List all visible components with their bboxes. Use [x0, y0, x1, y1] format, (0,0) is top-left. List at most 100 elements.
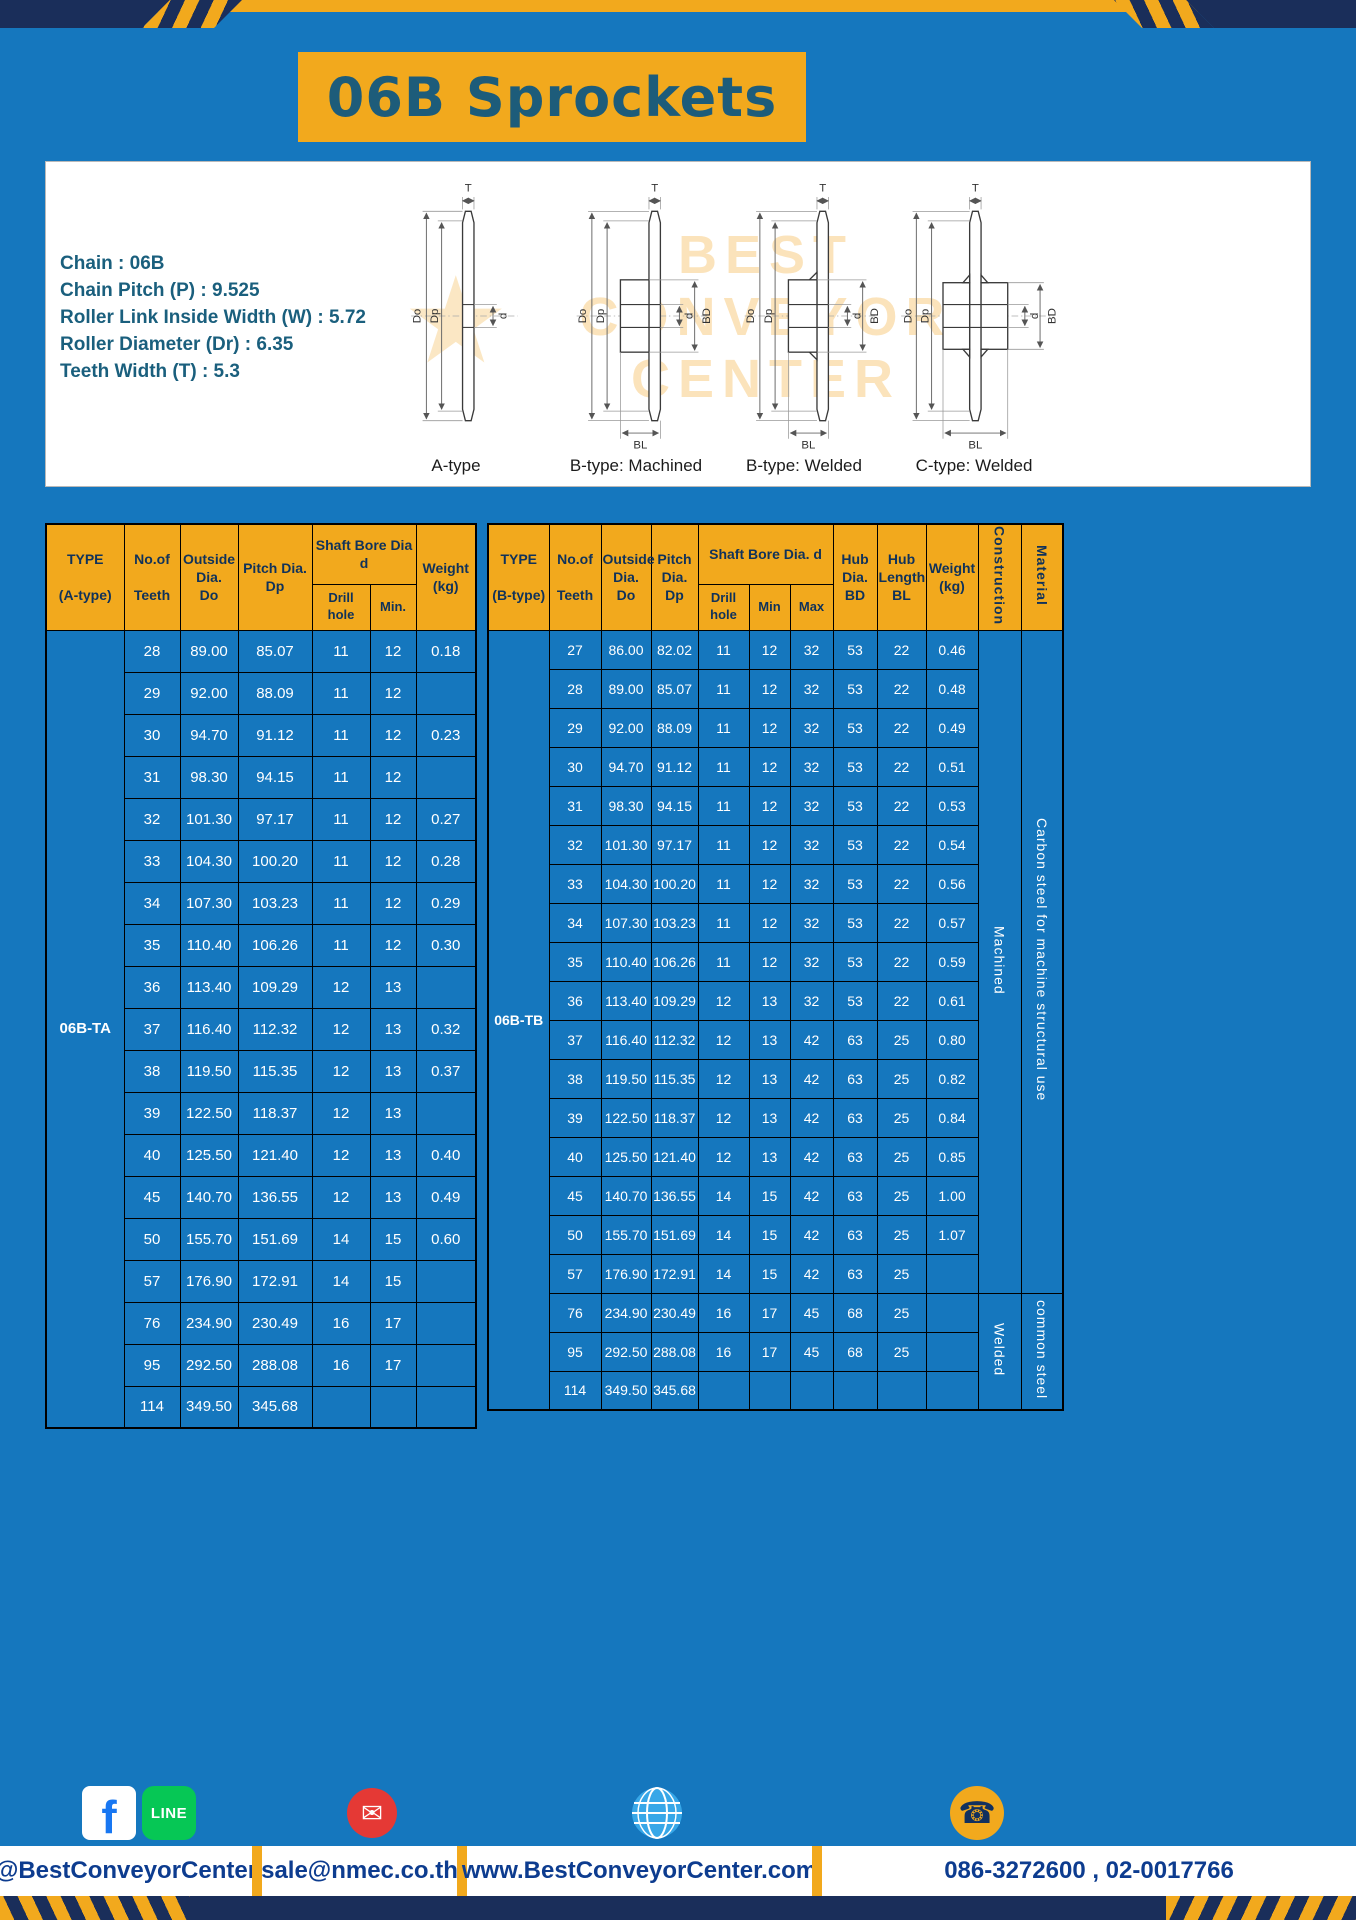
table-cell: 11: [311, 671, 371, 715]
table-cell: 17: [748, 1292, 791, 1333]
table-cell: 122.50: [600, 1097, 652, 1138]
table-cell: 94.70: [179, 713, 239, 757]
table-cell: 16: [311, 1343, 371, 1387]
col-header-material: Material: [1020, 523, 1064, 631]
table-cell: 12: [697, 1058, 750, 1099]
top-left-corner-decoration: [0, 0, 170, 28]
table-cell: 11: [311, 797, 371, 841]
table-cell: 0.37: [415, 1049, 477, 1093]
col-header-pitch-dia: Pitch Dia. Dp: [237, 523, 313, 631]
table-cell: 68: [832, 1331, 878, 1372]
table-row: 32 101.30 97.17 11 12 32 53 22 0.54: [488, 824, 1063, 865]
table-cell: 0.28: [415, 839, 477, 883]
table-cell: [415, 1343, 477, 1387]
footer-website: www.BestConveyorCenter.com: [461, 1857, 818, 1884]
table-cell: 115.35: [237, 1049, 313, 1093]
table-cell: 12: [311, 1091, 371, 1135]
table-cell: 16: [697, 1292, 750, 1333]
table-row: 50 155.70 151.69 14 15 0.60: [46, 1217, 477, 1261]
dim-label-bl: BL: [802, 439, 816, 451]
drawing-b-type-machined: T Do Dp d BD BL B-type: Machined: [546, 178, 726, 476]
table-a-body: 06B-TA 28 89.00 85.07 11 12 0.18 29 92.00 88.09 11…: [45, 629, 477, 1429]
table-cell: 32: [789, 980, 834, 1021]
footer-icons: f LINE ✉ ☎: [0, 1786, 1356, 1842]
table-cell: 106.26: [650, 941, 699, 982]
table-cell: 34: [123, 881, 181, 925]
table-a-type: TYPE (A-type) No.of Teeth Outside Dia. D…: [45, 523, 477, 1429]
table-cell: 22: [876, 629, 927, 670]
table-row: 30 94.70 91.12 11 12 0.23: [46, 713, 477, 757]
table-cell: [415, 755, 477, 799]
construction-header-label: Construction: [991, 525, 1008, 625]
line-app-icon: LINE: [142, 1786, 196, 1840]
table-cell: 53: [832, 785, 878, 826]
table-b-type: TYPE (B-type) No.of Teeth Outside Dia. D…: [487, 523, 1065, 1411]
table-cell: 104.30: [600, 863, 652, 904]
spec-line-roller-width: Roller Link Inside Width (W) : 5.72: [60, 307, 366, 328]
table-cell: 288.08: [650, 1331, 699, 1372]
table-cell: 15: [369, 1217, 417, 1261]
table-cell: 1.00: [925, 1175, 979, 1216]
table-cell: 0.18: [415, 629, 477, 673]
table-cell: 82.02: [650, 629, 699, 670]
table-cell: 12: [748, 863, 791, 904]
spec-line-teeth-width: Teeth Width (T) : 5.3: [60, 361, 240, 382]
table-cell: 22: [876, 707, 927, 748]
table-cell: 94.15: [237, 755, 313, 799]
table-cell: 151.69: [650, 1214, 699, 1255]
table-cell: 1.07: [925, 1214, 979, 1255]
table-cell: 40: [123, 1133, 181, 1177]
table-cell: 53: [832, 668, 878, 709]
globe-icon: [630, 1786, 684, 1840]
table-cell: 85.07: [650, 668, 699, 709]
table-cell: 25: [876, 1019, 927, 1060]
table-cell: 42: [789, 1097, 834, 1138]
table-cell: 103.23: [237, 881, 313, 925]
footer-separator: [812, 1846, 822, 1896]
spec-line-pitch: Chain Pitch (P) : 9.525: [60, 280, 260, 301]
table-cell: 136.55: [650, 1175, 699, 1216]
table-cell: [832, 1370, 878, 1411]
footer-phone-numbers: 086-3272600 , 02-0017766: [944, 1857, 1234, 1884]
table-cell: 121.40: [237, 1133, 313, 1177]
table-cell: 42: [789, 1253, 834, 1294]
col-header-teeth: No.of Teeth: [123, 523, 181, 631]
table-cell: 92.00: [179, 671, 239, 715]
col-header-pitch-dia: Pitch Dia. Dp: [650, 523, 699, 631]
table-cell: 107.30: [600, 902, 652, 943]
dim-label-t: T: [971, 182, 978, 194]
table-cell: 32: [789, 707, 834, 748]
table-cell: 68: [832, 1292, 878, 1333]
table-cell: 113.40: [600, 980, 652, 1021]
globe-graphic: [632, 1787, 682, 1839]
col-header-weight: Weight (kg): [415, 523, 477, 631]
table-cell: 0.82: [925, 1058, 979, 1099]
table-cell: 22: [876, 824, 927, 865]
dim-label-t: T: [820, 182, 827, 194]
table-cell: 25: [876, 1058, 927, 1099]
dim-label-bl: BL: [968, 439, 982, 451]
table-cell: 234.90: [600, 1292, 652, 1333]
table-cell: 118.37: [650, 1097, 699, 1138]
table-cell: 12: [697, 980, 750, 1021]
table-cell: 11: [311, 923, 371, 967]
table-cell: 13: [369, 1133, 417, 1177]
table-cell: 57: [548, 1253, 602, 1294]
material-header-label: Material: [1033, 544, 1050, 606]
table-cell: 13: [369, 1049, 417, 1093]
table-cell: [697, 1370, 750, 1411]
table-cell: 11: [697, 668, 750, 709]
table-cell: 17: [369, 1301, 417, 1345]
table-row: 95 292.50 288.08 16 17 45 68 25: [488, 1331, 1063, 1372]
table-cell: 12: [748, 902, 791, 943]
table-cell: 27: [548, 629, 602, 670]
table-cell: 12: [369, 671, 417, 715]
table-cell: 11: [697, 824, 750, 865]
dim-label-dp: Dp: [919, 309, 931, 324]
table-cell: 0.53: [925, 785, 979, 826]
caption-b-type-machined: B-type: Machined: [569, 456, 703, 475]
dim-label-d: d: [497, 313, 509, 319]
table-cell: 122.50: [179, 1091, 239, 1135]
table-cell: 109.29: [650, 980, 699, 1021]
